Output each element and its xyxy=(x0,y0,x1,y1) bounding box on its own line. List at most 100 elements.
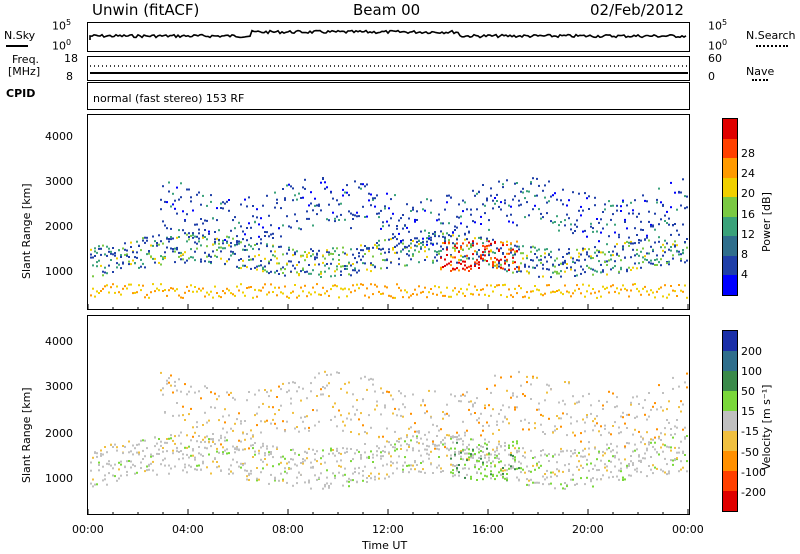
velocity-band-lower xyxy=(584,447,586,450)
power-band-upper xyxy=(448,222,450,225)
power-band-lower xyxy=(324,257,326,260)
velocity-band-upper xyxy=(522,428,524,431)
power-band-lower xyxy=(422,241,424,244)
velocity-band-upper xyxy=(638,430,640,433)
power-band-upper xyxy=(376,212,378,215)
velocity-band-lower xyxy=(368,475,370,477)
velocity-band-upper xyxy=(538,408,540,411)
power-band-upper xyxy=(316,204,318,207)
power-band-lower xyxy=(672,243,674,246)
power-band-upper xyxy=(330,191,332,194)
velocity-band-upper xyxy=(244,438,246,441)
velocity-band-lower xyxy=(410,464,412,467)
power-band-lower xyxy=(538,248,540,251)
power-band-upper xyxy=(420,201,422,204)
power-band-lower xyxy=(394,245,396,248)
power-band-lower xyxy=(242,259,244,262)
velocity-band-lower xyxy=(212,460,214,463)
power-near-range xyxy=(246,287,248,289)
power-near-range xyxy=(434,285,436,288)
velocity-band-lower xyxy=(230,464,232,467)
velocity-band-lower xyxy=(262,467,264,470)
power-band-lower xyxy=(338,254,340,256)
power-band-lower xyxy=(208,254,210,257)
velocity-band-lower xyxy=(654,441,656,444)
velocity-band-lower xyxy=(316,450,318,453)
power-band-upper xyxy=(674,191,676,194)
velocity-band-lower xyxy=(302,460,304,463)
velocity-band-lower xyxy=(326,469,328,472)
power-band-upper xyxy=(214,231,216,233)
velocity-band-upper xyxy=(306,415,308,418)
velocity-band-lower xyxy=(104,478,106,481)
velocity-band-lower xyxy=(360,456,362,459)
velocity-band-lower xyxy=(268,451,270,454)
velocity-band-upper xyxy=(234,422,236,425)
power-band-lower xyxy=(214,254,216,257)
power-near-range xyxy=(510,294,512,297)
velocity-band-lower xyxy=(610,450,612,453)
power-band-lower xyxy=(274,250,276,253)
velocity-band-upper xyxy=(404,395,406,398)
power-band-lower xyxy=(450,255,452,258)
velocity-band-lower xyxy=(180,450,182,452)
velocity-band-lower xyxy=(120,463,122,466)
velocity-band-upper xyxy=(522,393,524,396)
power-band-lower xyxy=(158,261,160,264)
power-band-upper xyxy=(498,180,500,183)
velocity-band-upper xyxy=(566,413,568,416)
velocity-band-lower xyxy=(642,457,644,460)
power-band-upper xyxy=(348,210,350,213)
power-near-range xyxy=(480,288,482,291)
power-band-lower xyxy=(658,261,660,264)
power-band-lower xyxy=(284,268,286,271)
velocity-band-upper xyxy=(212,433,214,435)
power-band-lower xyxy=(492,251,494,254)
power-hotspot xyxy=(494,257,496,259)
power-band-lower xyxy=(376,246,378,249)
power-band-lower xyxy=(436,253,438,256)
power-band-lower xyxy=(524,263,526,266)
velocity-band-upper xyxy=(572,431,574,434)
power-band-upper xyxy=(444,208,446,211)
power-band-upper xyxy=(356,215,358,218)
power-band-lower xyxy=(452,246,454,249)
power-near-range xyxy=(386,286,388,289)
velocity-band-lower xyxy=(430,463,432,466)
power-band-upper xyxy=(458,216,460,219)
power-band-lower xyxy=(400,250,402,253)
velocity-band-lower xyxy=(280,456,282,459)
power-band-upper xyxy=(354,214,356,217)
power-near-range xyxy=(588,284,590,287)
velocity-band-lower xyxy=(112,474,114,477)
velocity-band-lower xyxy=(640,471,642,474)
power-band-upper xyxy=(198,191,200,194)
velocity-band-lower xyxy=(614,456,616,459)
power-band-upper xyxy=(422,208,424,211)
velocity-band-upper xyxy=(246,433,248,435)
velocity-band-lower xyxy=(134,472,136,475)
velocity-band-lower xyxy=(300,462,302,464)
velocity-band-upper xyxy=(354,413,356,416)
power-band-upper xyxy=(242,230,244,233)
velocity-green-patch xyxy=(460,455,462,458)
power-band-lower xyxy=(272,254,274,257)
power-band-upper xyxy=(476,192,478,195)
velocity-green-patch xyxy=(498,471,500,474)
power-band-lower xyxy=(656,264,658,266)
power-near-range xyxy=(330,288,332,291)
power-band-lower xyxy=(362,249,364,252)
velocity-band-lower xyxy=(614,455,616,457)
power-band-lower xyxy=(660,258,662,261)
power-band-lower xyxy=(684,241,686,243)
power-band-lower xyxy=(108,250,110,253)
power-band-lower xyxy=(452,242,454,245)
velocity-band-upper xyxy=(488,424,490,427)
power-near-range xyxy=(286,295,288,298)
velocity-cbar-tick: -200 xyxy=(741,486,766,499)
velocity-band-lower xyxy=(308,447,310,450)
power-band-upper xyxy=(612,213,614,216)
velocity-band-upper xyxy=(604,427,606,430)
velocity-band-lower xyxy=(134,447,136,450)
velocity-band-lower xyxy=(156,442,158,445)
